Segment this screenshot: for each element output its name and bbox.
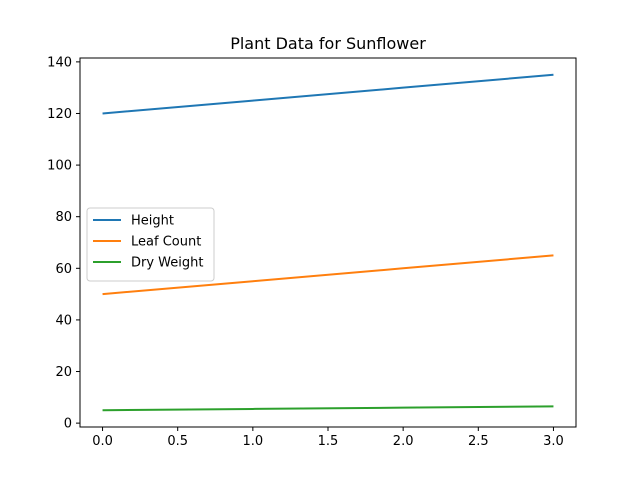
y-tick-label: 120 [47, 107, 72, 122]
y-tick-label: 100 [47, 159, 72, 174]
y-tick-label: 40 [55, 313, 72, 328]
y-tick-label: 80 [55, 210, 72, 225]
legend-label: Leaf Count [131, 235, 201, 250]
y-tick-label: 0 [64, 417, 72, 432]
series-line-2 [102, 405, 554, 412]
series-layer [102, 73, 554, 412]
x-tick-label: 1.0 [243, 434, 264, 449]
legend-label: Height [131, 214, 174, 229]
x-tick-label: 1.5 [318, 434, 339, 449]
series-line-1 [102, 254, 554, 296]
y-tick-label: 60 [55, 262, 72, 277]
y-tick-label: 140 [47, 55, 72, 70]
legend: Height Leaf Count Dry Weight [86, 207, 215, 282]
x-axis: 0.0 0.5 1.0 1.5 2.0 2.5 3.0 [92, 427, 564, 449]
chart-title: Plant Data for Sunflower [230, 34, 426, 53]
x-tick-label: 0.5 [167, 434, 188, 449]
y-tick-label: 20 [55, 365, 72, 380]
x-tick-label: 3.0 [543, 434, 564, 449]
x-tick-label: 2.5 [468, 434, 489, 449]
x-tick-label: 0.0 [92, 434, 113, 449]
series-line-0 [102, 73, 554, 115]
legend-label: Dry Weight [131, 256, 203, 271]
y-axis: 0 20 40 60 80 100 120 140 [47, 55, 80, 432]
x-tick-label: 2.0 [393, 434, 414, 449]
